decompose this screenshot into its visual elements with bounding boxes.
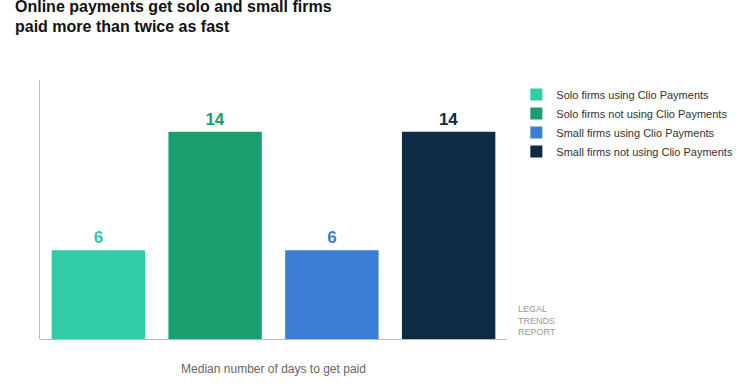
svg-text:LEGALTRENDSREPORT: LEGALTRENDSREPORT — [518, 304, 556, 337]
svg-text:6: 6 — [327, 228, 336, 247]
svg-text:Median number of days to get p: Median number of days to get paid — [181, 362, 366, 376]
svg-text:Solo firms not using Clio Paym: Solo firms not using Clio Payments — [556, 108, 727, 120]
svg-text:14: 14 — [439, 110, 458, 129]
svg-text:Small firms using Clio Payment: Small firms using Clio Payments — [556, 127, 714, 139]
svg-text:Solo firms using Clio Payments: Solo firms using Clio Payments — [556, 89, 709, 101]
svg-text:6: 6 — [94, 228, 103, 247]
svg-text:Small firms not using Clio Pay: Small firms not using Clio Payments — [556, 146, 733, 158]
svg-text:14: 14 — [205, 110, 224, 129]
svg-text:Online payments get solo and s: Online payments get solo and small firms… — [15, 0, 332, 35]
